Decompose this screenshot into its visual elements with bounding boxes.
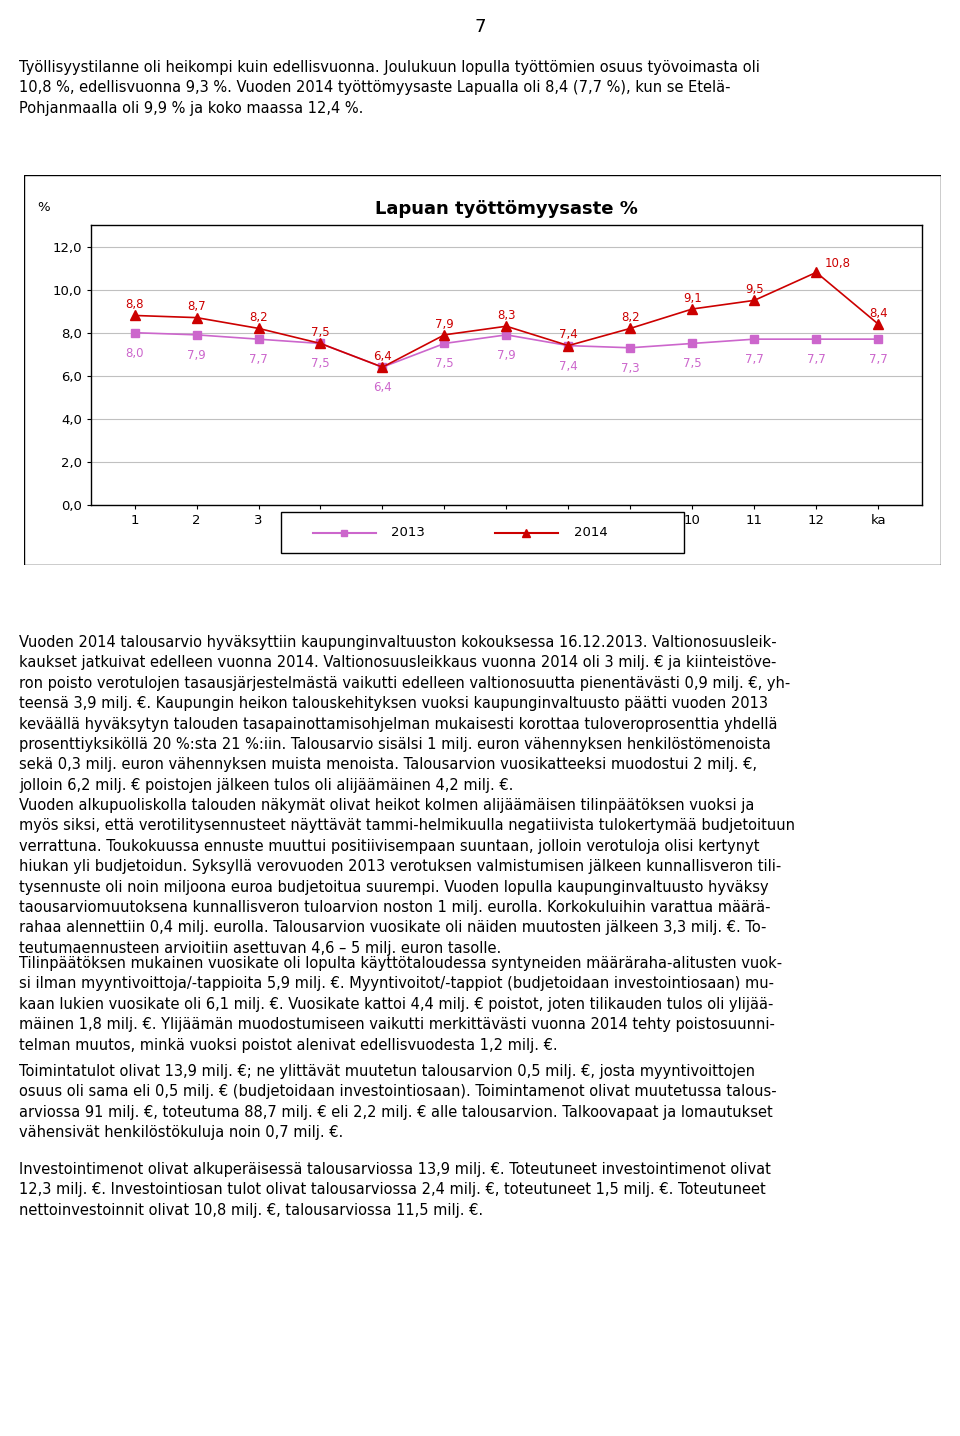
Text: 7,7: 7,7 bbox=[745, 353, 763, 366]
Text: 7,9: 7,9 bbox=[497, 349, 516, 362]
Text: Vuoden 2014 talousarvio hyväksyttiin kaupunginvaltuuston kokouksessa 16.12.2013.: Vuoden 2014 talousarvio hyväksyttiin kau… bbox=[19, 635, 790, 793]
Text: 7,7: 7,7 bbox=[250, 353, 268, 366]
Text: 7,4: 7,4 bbox=[559, 329, 578, 342]
Text: 8,0: 8,0 bbox=[126, 346, 144, 359]
Text: 6,4: 6,4 bbox=[373, 381, 392, 393]
Text: 7,4: 7,4 bbox=[559, 359, 578, 372]
Text: 9,5: 9,5 bbox=[745, 283, 763, 296]
Text: 2013: 2013 bbox=[392, 526, 425, 538]
Text: 7,9: 7,9 bbox=[187, 349, 206, 362]
Text: 8,2: 8,2 bbox=[621, 312, 639, 325]
Text: 8,3: 8,3 bbox=[497, 309, 516, 322]
Text: 7,5: 7,5 bbox=[435, 358, 454, 370]
Text: 6,4: 6,4 bbox=[373, 350, 392, 363]
Text: Tilinpäätöksen mukainen vuosikate oli lopulta käyttötaloudessa syntyneiden määrä: Tilinpäätöksen mukainen vuosikate oli lo… bbox=[19, 956, 782, 1053]
Text: 7,5: 7,5 bbox=[311, 326, 330, 339]
Text: 7,7: 7,7 bbox=[806, 353, 826, 366]
Text: 8,4: 8,4 bbox=[869, 307, 888, 320]
Text: 8,2: 8,2 bbox=[250, 312, 268, 325]
Text: 10,8: 10,8 bbox=[825, 257, 851, 270]
Text: %: % bbox=[37, 201, 50, 214]
Text: Investointimenot olivat alkuperäisessä talousarviossa 13,9 milj. €. Toteutuneet : Investointimenot olivat alkuperäisessä t… bbox=[19, 1162, 771, 1218]
Text: 7,3: 7,3 bbox=[621, 362, 639, 375]
Text: 7,9: 7,9 bbox=[435, 317, 454, 330]
Text: 7,5: 7,5 bbox=[683, 358, 702, 370]
Bar bbox=[281, 513, 684, 553]
Text: 7,7: 7,7 bbox=[869, 353, 888, 366]
Text: Toimintatulot olivat 13,9 milj. €; ne ylittävät muutetun talousarvion 0,5 milj. : Toimintatulot olivat 13,9 milj. €; ne yl… bbox=[19, 1064, 777, 1140]
Text: 7: 7 bbox=[474, 19, 486, 36]
Text: Työllisyystilanne oli heikompi kuin edellisvuonna. Joulukuun lopulla työttömien : Työllisyystilanne oli heikompi kuin edel… bbox=[19, 60, 760, 116]
Text: 2014: 2014 bbox=[573, 526, 608, 538]
Title: Lapuan työttömyysaste %: Lapuan työttömyysaste % bbox=[375, 200, 637, 218]
Text: 8,7: 8,7 bbox=[187, 300, 205, 313]
Text: 9,1: 9,1 bbox=[683, 292, 702, 304]
Text: 7,5: 7,5 bbox=[311, 358, 330, 370]
Text: Vuoden alkupuoliskolla talouden näkymät olivat heikot kolmen alijäämäisen tilinp: Vuoden alkupuoliskolla talouden näkymät … bbox=[19, 798, 795, 956]
Text: 8,8: 8,8 bbox=[126, 299, 144, 312]
